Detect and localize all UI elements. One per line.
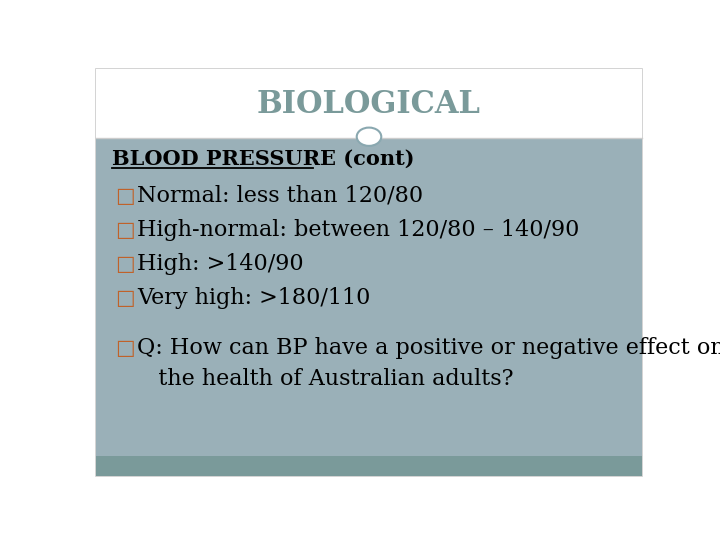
Text: □: □ <box>115 338 135 357</box>
Text: Very high: >180/110: Very high: >180/110 <box>138 287 371 309</box>
Text: □: □ <box>115 186 135 206</box>
Text: □: □ <box>115 254 135 274</box>
Text: Q: How can BP have a positive or negative effect on: Q: How can BP have a positive or negativ… <box>138 336 720 359</box>
Text: BLOOD PRESSURE (cont): BLOOD PRESSURE (cont) <box>112 148 415 168</box>
Text: Normal: less than 120/80: Normal: less than 120/80 <box>138 185 423 207</box>
FancyBboxPatch shape <box>96 69 642 476</box>
FancyBboxPatch shape <box>96 69 642 138</box>
Text: □: □ <box>115 220 135 240</box>
FancyBboxPatch shape <box>96 456 642 476</box>
Text: High: >140/90: High: >140/90 <box>138 253 304 275</box>
Text: High-normal: between 120/80 – 140/90: High-normal: between 120/80 – 140/90 <box>138 219 580 241</box>
Text: BIOLOGICAL: BIOLOGICAL <box>257 89 481 120</box>
Circle shape <box>356 127 382 146</box>
FancyBboxPatch shape <box>96 138 642 464</box>
Text: the health of Australian adults?: the health of Australian adults? <box>138 368 514 390</box>
Text: □: □ <box>115 288 135 308</box>
